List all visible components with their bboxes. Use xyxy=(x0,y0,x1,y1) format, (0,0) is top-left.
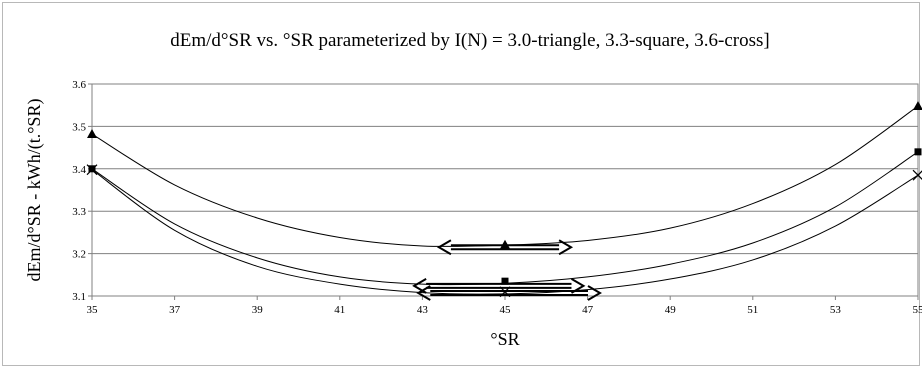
x-tick-label-7: 49 xyxy=(665,304,677,316)
x-tick-label-3: 41 xyxy=(334,304,345,316)
gridlines xyxy=(92,125,918,255)
marker-triangle-2 xyxy=(913,101,922,111)
double-arrow-0 xyxy=(436,239,574,256)
x-tick-label-2: 39 xyxy=(252,304,264,316)
series-line-cross xyxy=(91,169,919,295)
y-tick-label-4: 3.5 xyxy=(72,121,86,133)
x-tick-label-9: 53 xyxy=(830,304,842,316)
x-tick-label-4: 43 xyxy=(417,304,429,316)
marker-square-2 xyxy=(914,148,922,156)
x-tick-label-10: 55 xyxy=(913,304,922,316)
marker-cross-0 xyxy=(86,164,98,176)
chart-title: dEm/d°SR vs. °SR parameterized by I(N) =… xyxy=(170,30,769,51)
marker-cross-2 xyxy=(912,169,922,181)
y-axis-label: dEm/d°SR - kWh/(t.°SR) xyxy=(24,99,45,282)
marker-square-1 xyxy=(501,277,509,285)
y-tick-label-2: 3.3 xyxy=(72,206,86,218)
x-tick-label-8: 51 xyxy=(747,304,758,316)
y-tick-label-1: 3.2 xyxy=(72,249,86,261)
x-tick-label-5: 45 xyxy=(500,304,512,316)
double-arrow-2 xyxy=(416,285,602,301)
marker-triangle-1 xyxy=(500,239,510,249)
y-axis-ticks: 3.1 3.2 3.3 3.4 3.5 3.6 xyxy=(72,79,92,303)
y-tick-label-0: 3.1 xyxy=(72,291,86,303)
x-axis-ticks: 35 37 39 41 43 45 47 49 51 53 55 xyxy=(87,296,922,316)
x-tick-label-0: 35 xyxy=(87,304,99,316)
double-arrow-1 xyxy=(412,277,586,294)
y-tick-label-5: 3.6 xyxy=(72,79,86,91)
annotations-group xyxy=(412,239,602,301)
y-tick-label-3: 3.4 xyxy=(72,164,86,176)
markers-group xyxy=(86,101,922,298)
x-tick-label-6: 47 xyxy=(582,304,594,316)
marker-triangle-0 xyxy=(87,129,97,139)
plot-area xyxy=(91,83,919,297)
x-tick-label-1: 37 xyxy=(169,304,181,316)
x-axis-label: °SR xyxy=(490,329,519,349)
